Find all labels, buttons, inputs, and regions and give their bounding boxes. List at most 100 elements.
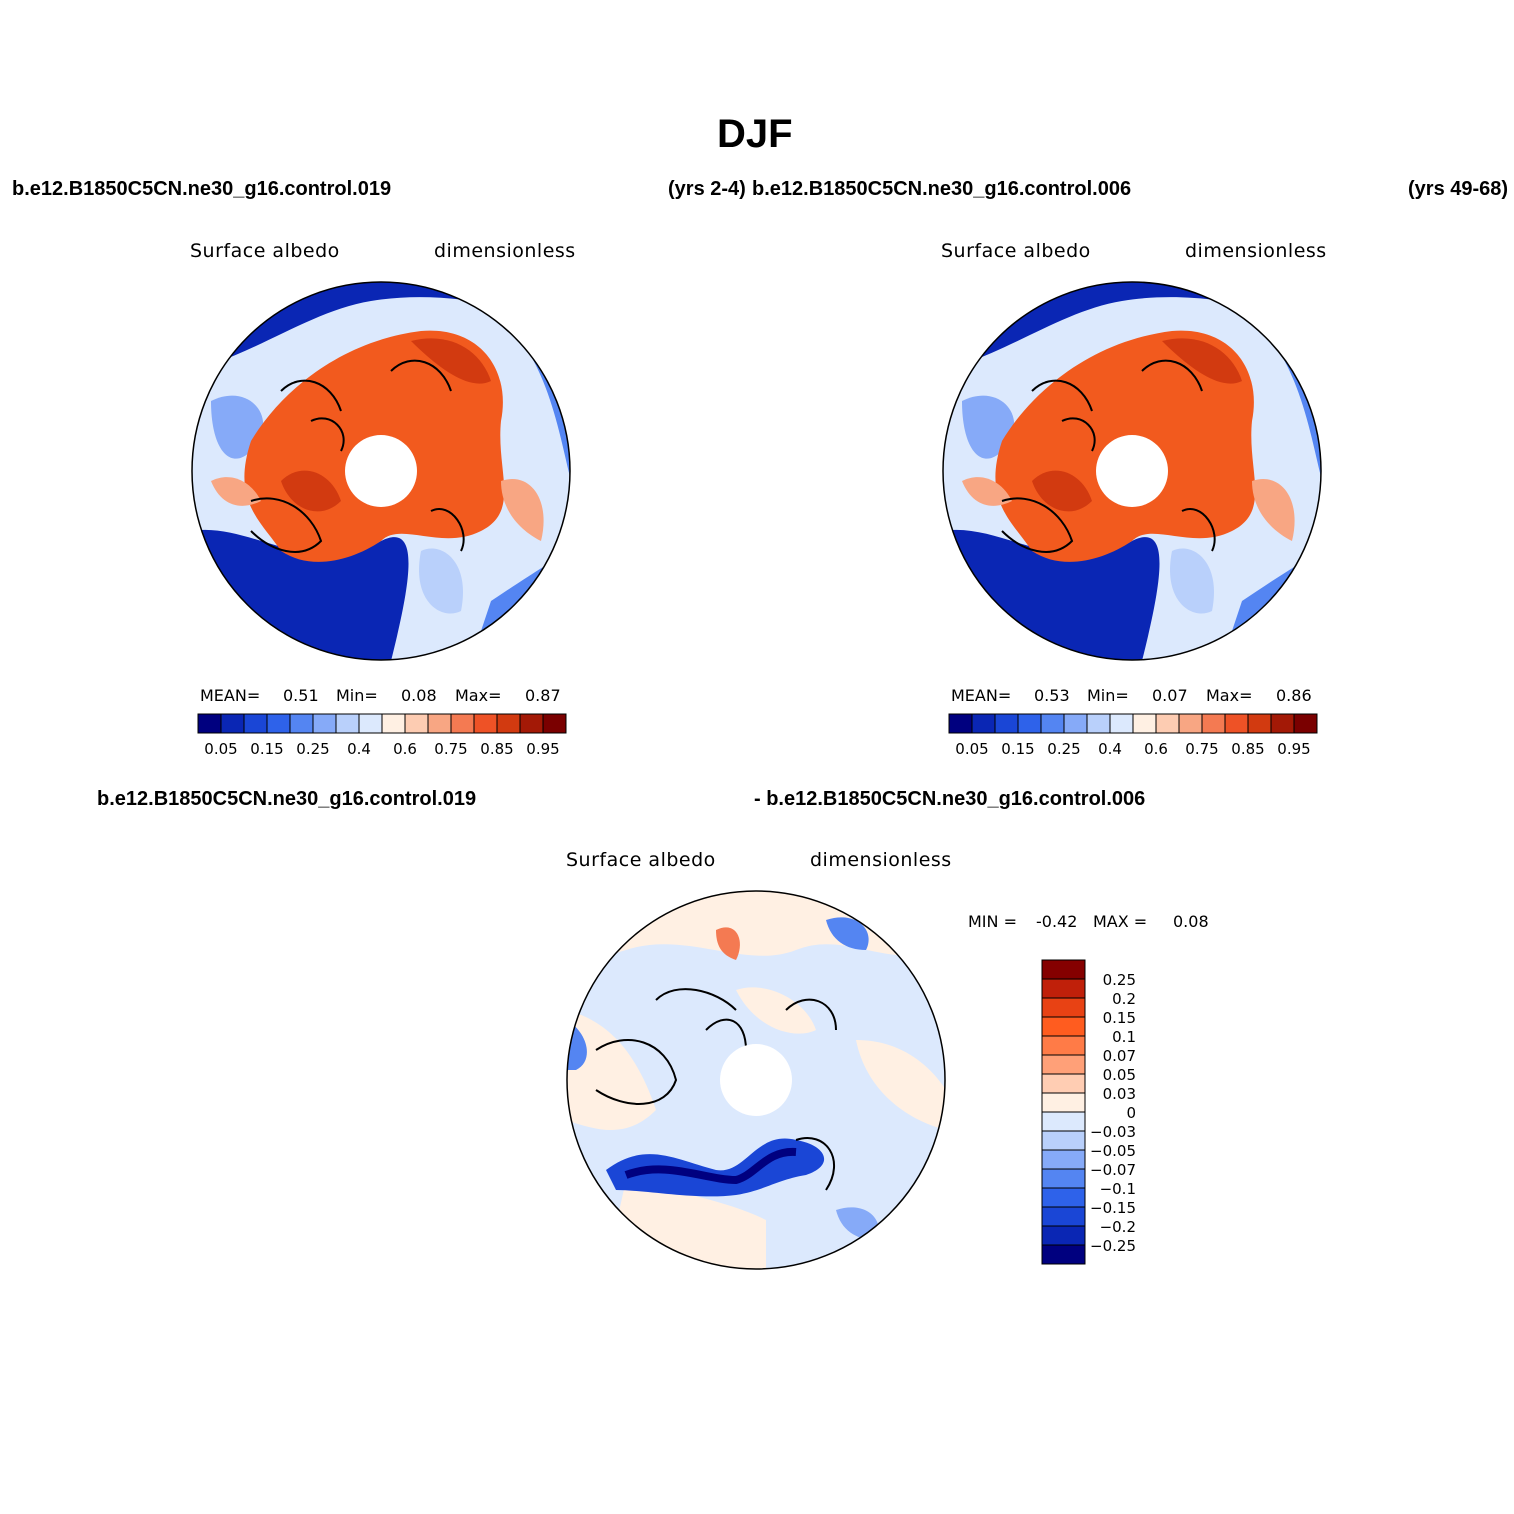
panel2-colorbar-swatch <box>1224 713 1249 734</box>
diff-colorbar-swatch <box>1041 1149 1086 1170</box>
panel1-max-value: 0.87 <box>525 686 561 705</box>
panel2-colorbar-swatch <box>1086 713 1111 734</box>
panel1-min-label: Min= <box>336 686 378 705</box>
diff-max-label: MAX = <box>1093 912 1148 931</box>
diff-colorbar-swatch <box>1041 1187 1086 1208</box>
diff-colorbar-tick-label: 0.2 <box>1112 990 1136 1008</box>
panel2-colorbar-tick-label: 0.4 <box>1098 740 1122 758</box>
diff-colorbar-tick-label: −0.05 <box>1090 1142 1136 1160</box>
diff-colorbar-tick-label: −0.03 <box>1090 1123 1136 1141</box>
diff-min-value: -0.42 <box>1036 912 1078 931</box>
panel1-colorbar-tick-label: 0.4 <box>347 740 371 758</box>
diff-colorbar-swatch <box>1041 1035 1086 1056</box>
panel1-colorbar-swatch <box>220 713 245 734</box>
diff-colorbar-tick-label: 0.05 <box>1103 1066 1136 1084</box>
panel1-colorbar-swatch <box>427 713 452 734</box>
panel1-colorbar-swatch <box>473 713 498 734</box>
panel2-colorbar-swatch <box>1109 713 1134 734</box>
panel2-colorbar-tick-label: 0.05 <box>955 740 988 758</box>
diff-colorbar-tick-label: 0.1 <box>1112 1028 1136 1046</box>
panel2-min-label: Min= <box>1087 686 1129 705</box>
panel1-colorbar-tick-label: 0.85 <box>480 740 513 758</box>
diff-colorbar-swatch <box>1041 1016 1086 1037</box>
panel2-colorbar-tick-label: 0.15 <box>1001 740 1034 758</box>
panel1-colorbar-swatch <box>335 713 360 734</box>
run-b-years: (yrs 49-68) <box>1408 178 1509 200</box>
diff-colorbar: 0.250.20.150.10.070.050.030−0.03−0.05−0.… <box>1041 959 1136 1265</box>
diff-run-a-label: b.e12.B1850C5CN.ne30_g16.control.019 <box>97 788 477 810</box>
panel2-colorbar-tick-label: 0.6 <box>1144 740 1168 758</box>
diff-colorbar-tick-label: −0.1 <box>1100 1180 1136 1198</box>
panel1-colorbar-tick-label: 0.05 <box>204 740 237 758</box>
panel1-units: dimensionless <box>434 240 576 262</box>
diff-colorbar-tick-label: −0.15 <box>1090 1199 1136 1217</box>
panel2-colorbar-swatch <box>1155 713 1180 734</box>
panel2-colorbar-swatch <box>1201 713 1226 734</box>
panel2-max-label: Max= <box>1206 686 1253 705</box>
diff-colorbar-tick-label: −0.25 <box>1090 1237 1136 1255</box>
panel2-min-value: 0.07 <box>1152 686 1188 705</box>
panel2-polar-map <box>942 281 1322 661</box>
diff-colorbar-tick-label: −0.07 <box>1090 1161 1136 1179</box>
panel1-colorbar-swatch <box>312 713 337 734</box>
panel1-colorbar-swatch <box>519 713 544 734</box>
run-b-label: b.e12.B1850C5CN.ne30_g16.control.006 <box>752 178 1132 200</box>
panel2-mean-label: MEAN= <box>951 686 1012 705</box>
diff-colorbar-tick-label: 0 <box>1126 1104 1136 1122</box>
panel1-mean-value: 0.51 <box>283 686 319 705</box>
panel2-colorbar-swatch <box>1270 713 1295 734</box>
panel1-colorbar-swatch <box>450 713 475 734</box>
diff-max-value: 0.08 <box>1173 912 1209 931</box>
panel1-colorbar-swatch <box>289 713 314 734</box>
panel1-max-label: Max= <box>455 686 502 705</box>
panel2-mean-value: 0.53 <box>1034 686 1070 705</box>
run-a-years: (yrs 2-4) <box>668 178 746 200</box>
diff-colorbar-swatch <box>1041 997 1086 1018</box>
panel1-colorbar-tick-label: 0.75 <box>434 740 467 758</box>
panel2-colorbar-tick-label: 0.75 <box>1185 740 1218 758</box>
diff-colorbar-tick-label: 0.07 <box>1103 1047 1136 1065</box>
panel1-colorbar-swatch <box>358 713 383 734</box>
panel2-colorbar-swatch <box>1247 713 1272 734</box>
panel1-colorbar-tick-label: 0.15 <box>250 740 283 758</box>
diff-colorbar-swatch <box>1041 1073 1086 1094</box>
diff-min-label: MIN = <box>968 912 1017 931</box>
diff-units: dimensionless <box>810 849 952 871</box>
diff-run-b-label: - b.e12.B1850C5CN.ne30_g16.control.006 <box>754 788 1146 810</box>
diff-variable: Surface albedo <box>566 849 716 871</box>
panel1-colorbar-tick-label: 0.25 <box>296 740 329 758</box>
diff-colorbar-swatch <box>1041 1054 1086 1075</box>
diff-colorbar-tick-label: 0.15 <box>1103 1009 1136 1027</box>
diff-colorbar-swatch <box>1041 1225 1086 1246</box>
panel2-colorbar-swatch <box>1017 713 1042 734</box>
panel1-colorbar-tick-label: 0.95 <box>526 740 559 758</box>
panel2-colorbar-swatch <box>1132 713 1157 734</box>
panel1-colorbar-swatch <box>243 713 268 734</box>
panel1-colorbar-swatch <box>542 713 567 734</box>
panel2-colorbar-swatch <box>1293 713 1318 734</box>
panel1-colorbar-swatch <box>496 713 521 734</box>
panel2-max-value: 0.86 <box>1276 686 1312 705</box>
panel2-units: dimensionless <box>1185 240 1327 262</box>
panel1-colorbar-swatch <box>197 713 222 734</box>
diff-colorbar-swatch <box>1041 1111 1086 1132</box>
panel2-colorbar-tick-label: 0.95 <box>1277 740 1310 758</box>
panel1-min-value: 0.08 <box>401 686 437 705</box>
panel2-colorbar-swatch <box>948 713 973 734</box>
panel2-colorbar-swatch <box>971 713 996 734</box>
panel2-colorbar: 0.05 0.15 0.25 0.4 0.6 0.75 0.85 0.95 <box>948 713 1318 758</box>
panel1-variable: Surface albedo <box>190 240 340 262</box>
panel1-polar-map <box>191 281 571 661</box>
diff-colorbar-tick-label: −0.2 <box>1100 1218 1136 1236</box>
panel2-colorbar-swatch <box>1063 713 1088 734</box>
panel2-colorbar-swatch <box>994 713 1019 734</box>
panel1-colorbar-tick-label: 0.6 <box>393 740 417 758</box>
diff-colorbar-tick-label: 0.25 <box>1103 971 1136 989</box>
diff-colorbar-swatch <box>1041 1168 1086 1189</box>
diff-colorbar-tick-label: 0.03 <box>1103 1085 1136 1103</box>
run-a-label: b.e12.B1850C5CN.ne30_g16.control.019 <box>12 178 392 200</box>
panel1-mean-label: MEAN= <box>200 686 261 705</box>
panel2-colorbar-tick-label: 0.85 <box>1231 740 1264 758</box>
panel1-colorbar-swatch <box>404 713 429 734</box>
diff-colorbar-swatch <box>1041 1130 1086 1151</box>
